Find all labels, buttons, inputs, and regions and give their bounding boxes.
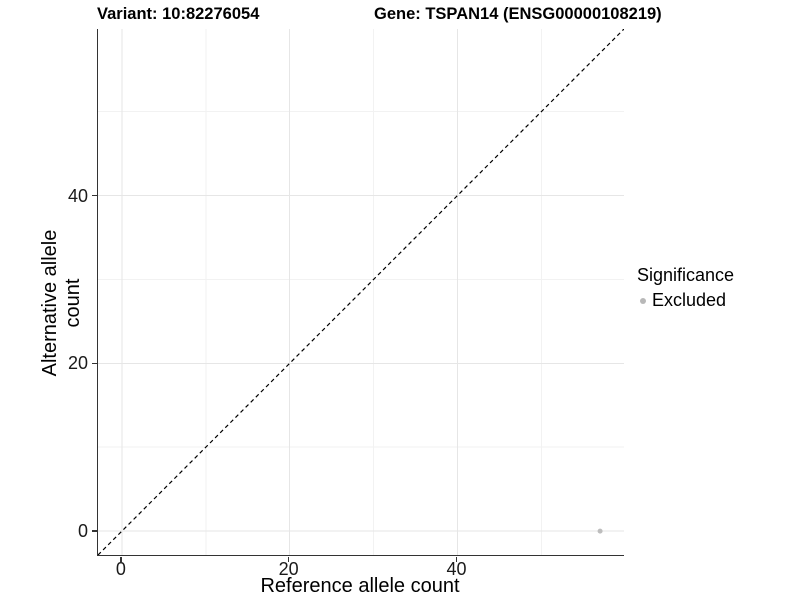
x-tick-mark bbox=[287, 556, 290, 562]
y-tick-mark bbox=[92, 362, 97, 365]
x-tick-label: 0 bbox=[115, 559, 126, 579]
x-tick-label: 20 bbox=[278, 559, 299, 579]
legend-title: Significance bbox=[637, 265, 735, 285]
y-tick-label: 40 bbox=[67, 185, 88, 206]
x-tick-mark bbox=[455, 556, 458, 562]
plot-panel bbox=[97, 29, 624, 556]
x-tick-label: 40 bbox=[446, 559, 467, 579]
legend: Significance Excluded bbox=[637, 265, 734, 311]
x-tick-mark bbox=[120, 556, 122, 562]
identity-line bbox=[98, 29, 624, 555]
legend-item-label: Excluded bbox=[652, 290, 727, 310]
y-tick-mark bbox=[92, 194, 97, 197]
y-tick-label: 0 bbox=[77, 521, 88, 542]
plot-title-gene: Gene: TSPAN14 (ENSG00000108219) bbox=[374, 5, 662, 23]
legend-key-dot bbox=[640, 297, 646, 304]
legend-item-excluded: Excluded bbox=[640, 290, 734, 311]
data-point bbox=[597, 528, 603, 534]
plot-title-variant: Variant: 10:82276054 bbox=[97, 5, 260, 23]
y-tick-label: 20 bbox=[67, 353, 88, 374]
x-axis-title: Reference allele count bbox=[260, 575, 460, 597]
plot-canvas bbox=[98, 29, 624, 555]
y-tick-mark bbox=[92, 530, 97, 532]
